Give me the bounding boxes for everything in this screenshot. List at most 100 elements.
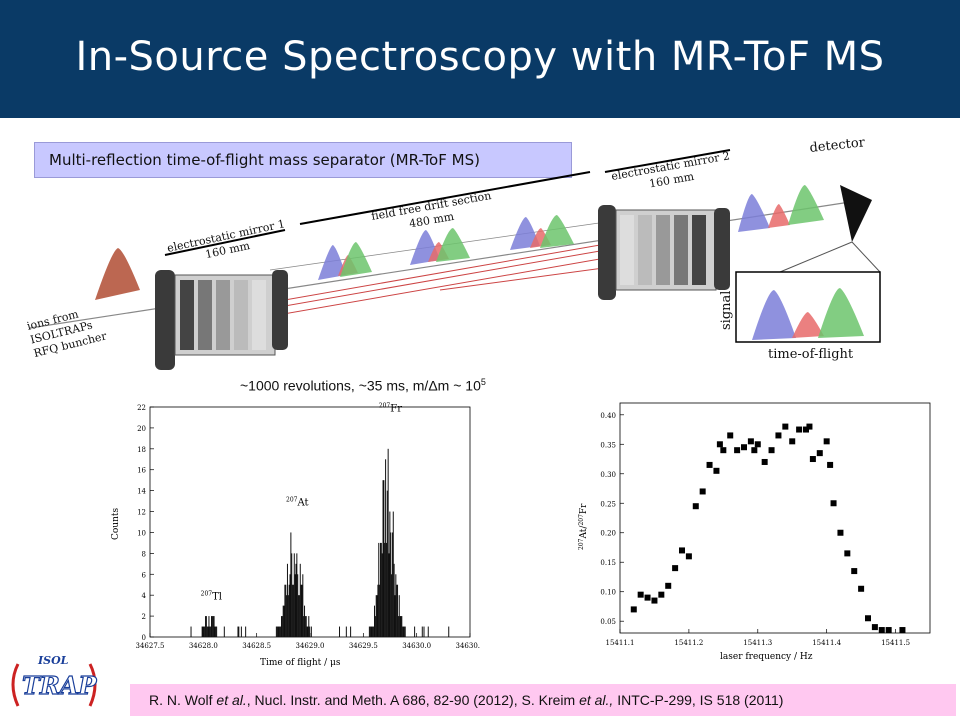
histogram-bar — [214, 626, 216, 637]
scatter-point — [761, 458, 768, 465]
c2-ylabel-sup2: 207 — [578, 514, 585, 526]
slide-title: In-Source Spectroscopy with MR-ToF MS — [75, 34, 885, 80]
scatter-point — [775, 432, 782, 439]
c2-xtick-label: 15411.1 — [606, 639, 635, 647]
histogram-bar — [303, 616, 305, 637]
histogram-bar — [305, 616, 307, 637]
histogram-bar — [296, 553, 298, 637]
c2-ytick-label: 0.40 — [600, 412, 616, 420]
electrostatic-mirror-2 — [598, 205, 730, 300]
histogram-bar — [301, 584, 303, 637]
c1-xtick-label: 34629.0 — [296, 642, 325, 650]
histogram-bar — [371, 626, 373, 637]
histogram-bar — [377, 584, 379, 637]
histogram-bar — [391, 532, 393, 637]
histogram-bar — [379, 584, 381, 637]
histogram-bar — [190, 626, 192, 637]
histogram-bar — [298, 595, 300, 637]
histogram-bar — [213, 616, 215, 637]
histogram-bar — [282, 605, 284, 637]
drift-peak-green-2 — [436, 228, 470, 262]
scatter-point — [672, 565, 679, 572]
histogram-bar — [388, 553, 390, 637]
histogram-bar — [205, 616, 207, 637]
drift-dimension-arrow — [299, 171, 591, 225]
c2-xlabel: laser frequency / Hz — [720, 652, 813, 662]
scatter-point — [789, 438, 796, 445]
c2-ytick-label: 0.20 — [600, 530, 616, 538]
drift-peak-green-1 — [340, 242, 372, 277]
histogram-bar — [403, 626, 405, 637]
drift-peak-blue-3 — [510, 217, 540, 250]
revolutions-note: ~1000 revolutions, ~35 ms, m/Δm ~ 105 — [240, 377, 486, 394]
scatter-point — [837, 529, 844, 536]
c1-ytick-label: 14 — [137, 488, 146, 496]
scatter-point — [692, 503, 699, 510]
histogram-bar — [216, 626, 218, 637]
citation-text: R. N. Wolf et al., Nucl. Instr. and Meth… — [149, 692, 784, 708]
c1-peak-label: 207At — [286, 497, 309, 509]
c1-ytick-label: 12 — [137, 509, 146, 517]
histogram-bar — [397, 616, 399, 637]
histogram-bar — [402, 626, 404, 637]
histogram-bar — [291, 553, 293, 637]
c1-ylabel: Counts — [111, 507, 121, 540]
histogram-bar — [205, 616, 207, 637]
c2-ytick-label: 0.35 — [600, 441, 616, 449]
histogram-bar — [401, 616, 403, 637]
signal-label: signal — [719, 291, 734, 330]
c1-ytick-label: 2 — [142, 613, 146, 621]
histogram-bar — [292, 584, 294, 637]
histogram-bar — [201, 626, 203, 637]
histogram-bar — [280, 626, 282, 637]
histogram-bar — [209, 626, 211, 637]
scatter-point — [727, 432, 734, 439]
c1-xlabel: Time of flight / μs — [260, 658, 341, 668]
histogram-bar — [390, 532, 392, 637]
c2-ytick-label: 0.15 — [600, 559, 616, 567]
histogram-bar — [386, 490, 388, 637]
scatter-point — [851, 568, 858, 575]
c1-xtick-label: 34628.5 — [242, 642, 271, 650]
histogram-bar — [202, 626, 204, 637]
histogram-bar — [403, 626, 405, 637]
c2-xtick-label: 15411.3 — [743, 639, 772, 647]
scatter-point — [734, 447, 741, 454]
histogram-bar — [280, 616, 282, 637]
histogram-bar — [286, 595, 288, 637]
histogram-bar — [300, 584, 302, 637]
histogram-bar — [212, 616, 214, 637]
histogram-bar — [350, 626, 352, 637]
histogram-bar — [382, 480, 384, 637]
histogram-bar — [287, 595, 289, 637]
histogram-bar — [395, 574, 397, 637]
c2-ytick-label: 0.25 — [600, 500, 616, 508]
ratio-scatter-chart: 0.05 0.10 0.15 0.20 0.25 0.30 0.35 0.40 15411.1 1… — [578, 402, 931, 662]
c2-xtick-label: 15411.2 — [674, 639, 703, 647]
signal-peak-blue — [752, 290, 796, 340]
histogram-bar — [393, 563, 395, 637]
histogram-bar — [275, 626, 277, 637]
histogram-bar — [370, 626, 372, 637]
mirror2-dimension-arrow — [604, 149, 731, 173]
scatter-point — [699, 488, 706, 495]
histogram-bar — [304, 605, 306, 637]
histogram-bar — [396, 584, 398, 637]
histogram-bar — [373, 626, 375, 637]
c1-ytick-label: 8 — [142, 550, 146, 558]
electrostatic-mirror-1 — [155, 270, 288, 370]
scatter-point — [685, 553, 692, 560]
histogram-bar — [210, 626, 212, 637]
scatter-point — [651, 597, 658, 604]
histogram-bar — [427, 626, 429, 637]
histogram-bar — [397, 584, 399, 637]
histogram-bar — [421, 626, 423, 637]
scatter-point — [806, 423, 813, 430]
histogram-bar — [223, 626, 225, 637]
c2-ytick-label: 0.05 — [600, 618, 616, 626]
histogram-bar — [391, 574, 393, 637]
scatter-point — [751, 447, 758, 454]
histogram-bar — [245, 626, 247, 637]
c1-peak-label: 207Tl — [201, 591, 222, 603]
scatter-point — [679, 547, 685, 554]
